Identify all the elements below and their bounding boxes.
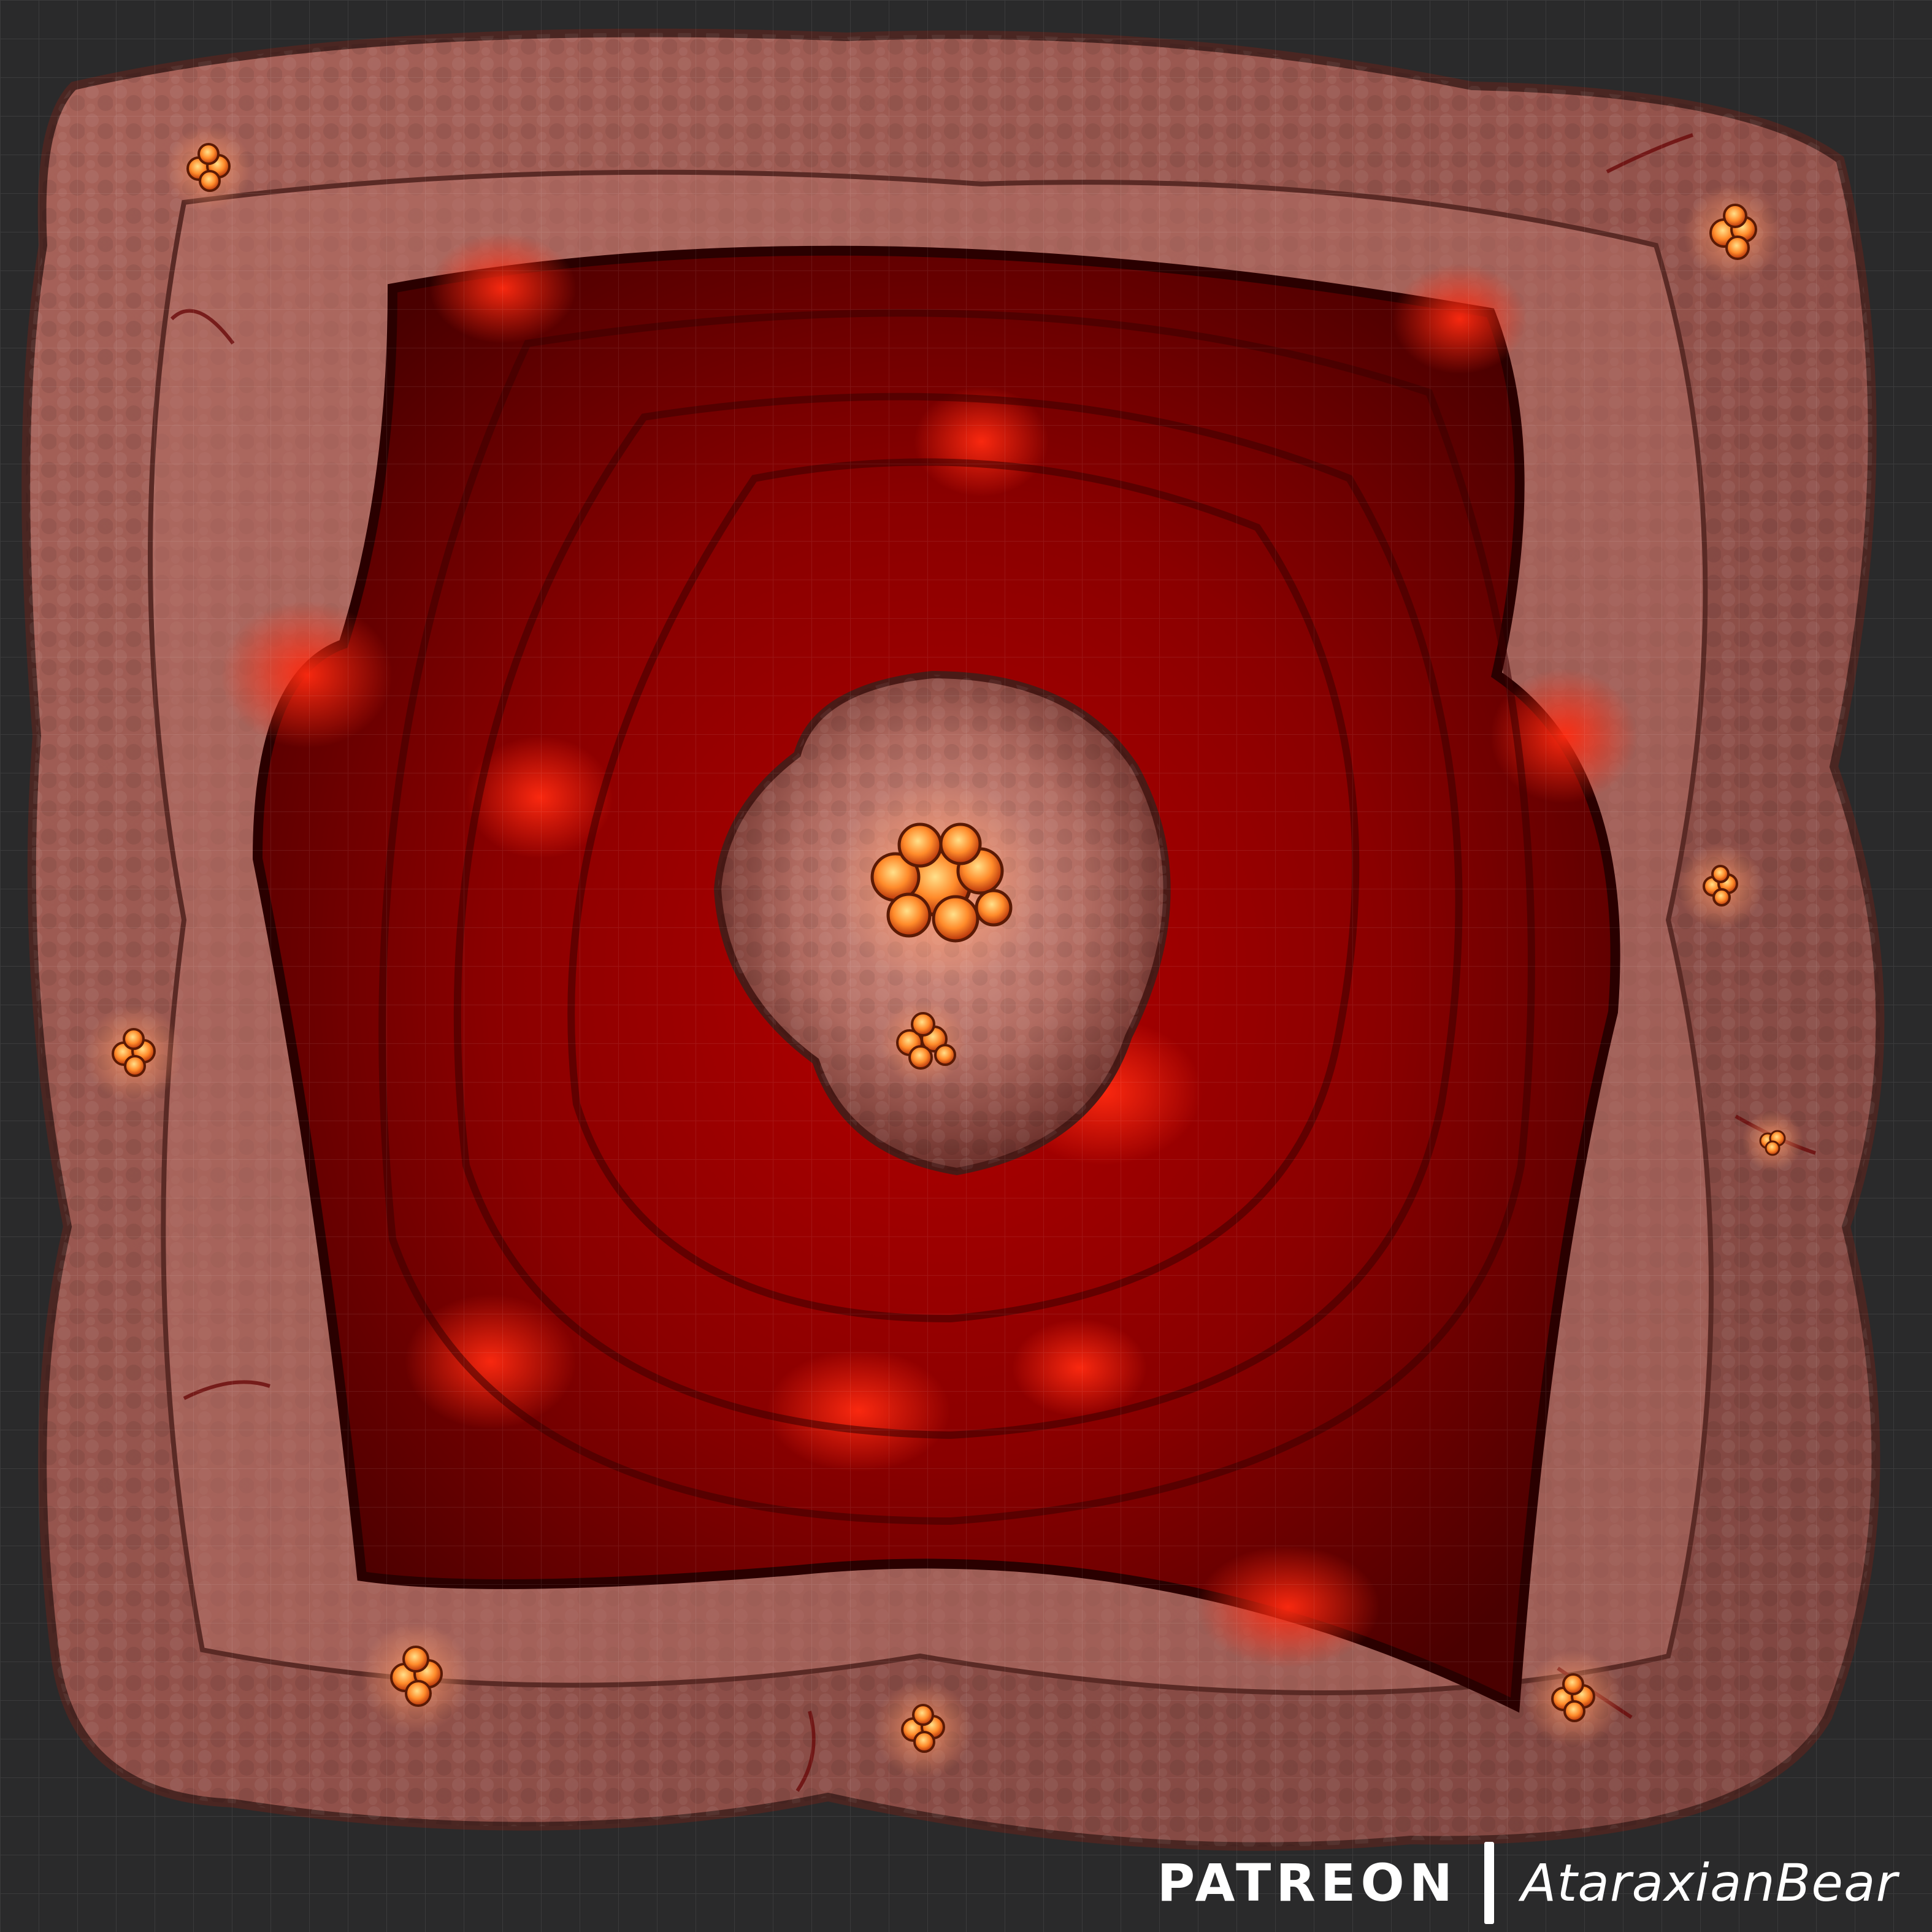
watermark-author: AtaraxianBear (1521, 1853, 1898, 1913)
egg-cluster-icon (1742, 1110, 1803, 1171)
egg-cluster-icon (361, 1622, 471, 1733)
egg-cluster-icon (85, 1005, 183, 1103)
egg-cluster-icon (834, 779, 1043, 987)
egg-cluster-icon (1677, 843, 1763, 929)
egg-cluster-icon (880, 1000, 966, 1086)
egg-cluster-icon (1684, 184, 1782, 282)
egg-cluster-icon (1524, 1650, 1622, 1748)
watermark-divider (1484, 1842, 1495, 1924)
egg-cluster-icon (166, 126, 251, 212)
egg-clusters (85, 126, 1803, 1779)
watermark-brand: PATREON (1157, 1853, 1458, 1913)
egg-cluster-icon (874, 1681, 972, 1779)
patreon-watermark: PATREON AtaraxianBear (1157, 1840, 1898, 1926)
